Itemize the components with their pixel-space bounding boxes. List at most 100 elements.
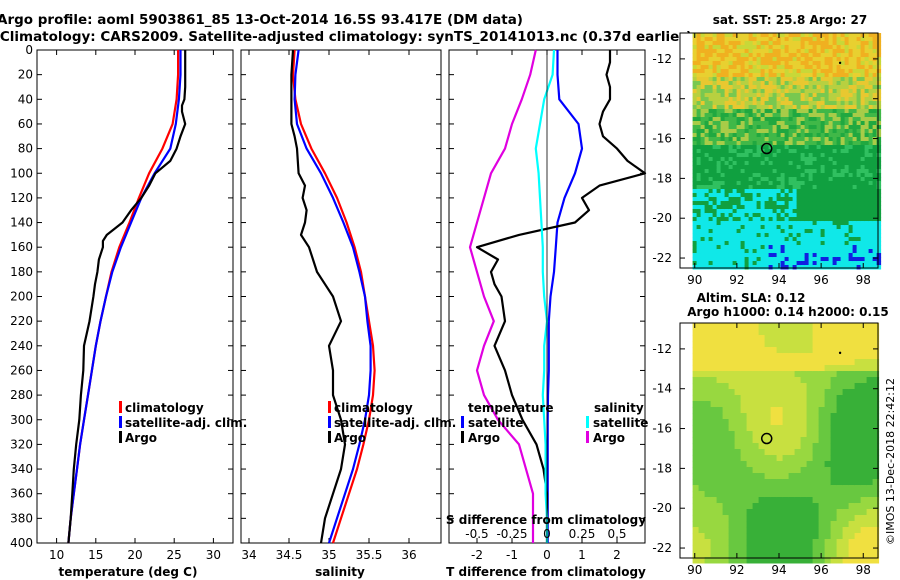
map-cell xyxy=(856,57,862,62)
map-cell xyxy=(758,431,766,438)
map-cell xyxy=(828,45,834,50)
map-cell xyxy=(788,77,794,82)
map-cell xyxy=(852,237,858,242)
map-cell xyxy=(728,133,734,138)
map-cell xyxy=(860,467,868,474)
map-cell xyxy=(872,443,880,450)
map-cell xyxy=(824,189,830,194)
map-cell xyxy=(796,185,802,190)
map-cell xyxy=(800,33,806,38)
map-cell xyxy=(808,105,814,110)
map-cell xyxy=(800,461,808,468)
map-cell xyxy=(698,395,706,402)
map-cell xyxy=(812,473,820,480)
map-cell xyxy=(732,37,738,42)
map-cell xyxy=(692,45,698,50)
map-cell xyxy=(794,539,802,546)
map-cell xyxy=(836,57,842,62)
map-cell xyxy=(860,85,866,90)
map-cell xyxy=(816,33,822,38)
map-cell xyxy=(844,161,850,166)
map-cell xyxy=(796,213,802,218)
map-cell xyxy=(756,257,762,262)
map-cell xyxy=(832,257,838,262)
map-cell xyxy=(776,133,782,138)
map-cell xyxy=(758,509,766,516)
map-cell xyxy=(836,141,842,146)
map-cell xyxy=(716,141,722,146)
map-cell xyxy=(780,153,786,158)
map-cell xyxy=(794,407,802,414)
map-cell xyxy=(860,53,866,58)
map-cell xyxy=(860,97,866,102)
map-cell xyxy=(868,65,874,70)
map-cell xyxy=(864,57,870,62)
map-cell xyxy=(756,177,762,182)
map-cell xyxy=(782,335,790,342)
map-cell xyxy=(816,101,822,106)
map-cell xyxy=(836,209,842,214)
map-cell xyxy=(806,449,814,456)
map-cell xyxy=(704,253,710,258)
map-cell xyxy=(832,213,838,218)
map-cell xyxy=(716,65,722,70)
map-cell xyxy=(824,365,832,372)
map-cell xyxy=(748,117,754,122)
map-cell xyxy=(816,205,822,210)
legend-argo: Argo xyxy=(125,431,157,445)
map-cell xyxy=(704,371,712,378)
map-cell xyxy=(716,57,722,62)
map-cell xyxy=(816,169,822,174)
map-cell xyxy=(704,141,710,146)
map-cell xyxy=(768,221,774,226)
map-cell xyxy=(812,233,818,238)
map-cell xyxy=(776,41,782,46)
map-cell xyxy=(744,245,750,250)
map-cell xyxy=(764,491,772,498)
map-cell xyxy=(732,121,738,126)
map-cell xyxy=(836,455,844,462)
map-cell xyxy=(860,383,868,390)
map-cell xyxy=(740,97,746,102)
map-x-tick-label: 90 xyxy=(687,273,702,287)
map-cell xyxy=(716,37,722,42)
map-cell xyxy=(696,45,702,50)
map-cell xyxy=(748,97,754,102)
map-cell xyxy=(736,65,742,70)
map-cell xyxy=(724,69,730,74)
map-cell xyxy=(696,237,702,242)
map-cell xyxy=(752,77,758,82)
map-cell xyxy=(756,89,762,94)
map-cell xyxy=(800,261,806,266)
map-cell xyxy=(692,221,698,226)
map-cell xyxy=(848,233,854,238)
map-cell xyxy=(784,201,790,206)
map-cell xyxy=(724,161,730,166)
map-cell xyxy=(724,113,730,118)
map-cell xyxy=(864,265,870,270)
map-cell xyxy=(746,479,754,486)
map-cell xyxy=(832,249,838,254)
map-cell xyxy=(876,257,882,262)
map-cell xyxy=(824,245,830,250)
top-tick-label: -0.5 xyxy=(465,527,488,541)
map-cell xyxy=(840,145,846,150)
map-cell xyxy=(772,189,778,194)
map-cell xyxy=(806,455,814,462)
map-cell xyxy=(828,61,834,66)
map-cell xyxy=(836,65,842,70)
map-cell xyxy=(866,413,874,420)
map-cell xyxy=(848,181,854,186)
map-cell xyxy=(812,109,818,114)
map-cell xyxy=(844,141,850,146)
map-cell xyxy=(844,105,850,110)
map-cell xyxy=(804,65,810,70)
map-cell xyxy=(728,449,736,456)
map-cell xyxy=(832,109,838,114)
map-cell xyxy=(828,105,834,110)
map-cell xyxy=(782,497,790,504)
map-cell xyxy=(764,455,772,462)
map-cell xyxy=(740,527,748,534)
map-cell xyxy=(792,161,798,166)
map-cell xyxy=(848,65,854,70)
